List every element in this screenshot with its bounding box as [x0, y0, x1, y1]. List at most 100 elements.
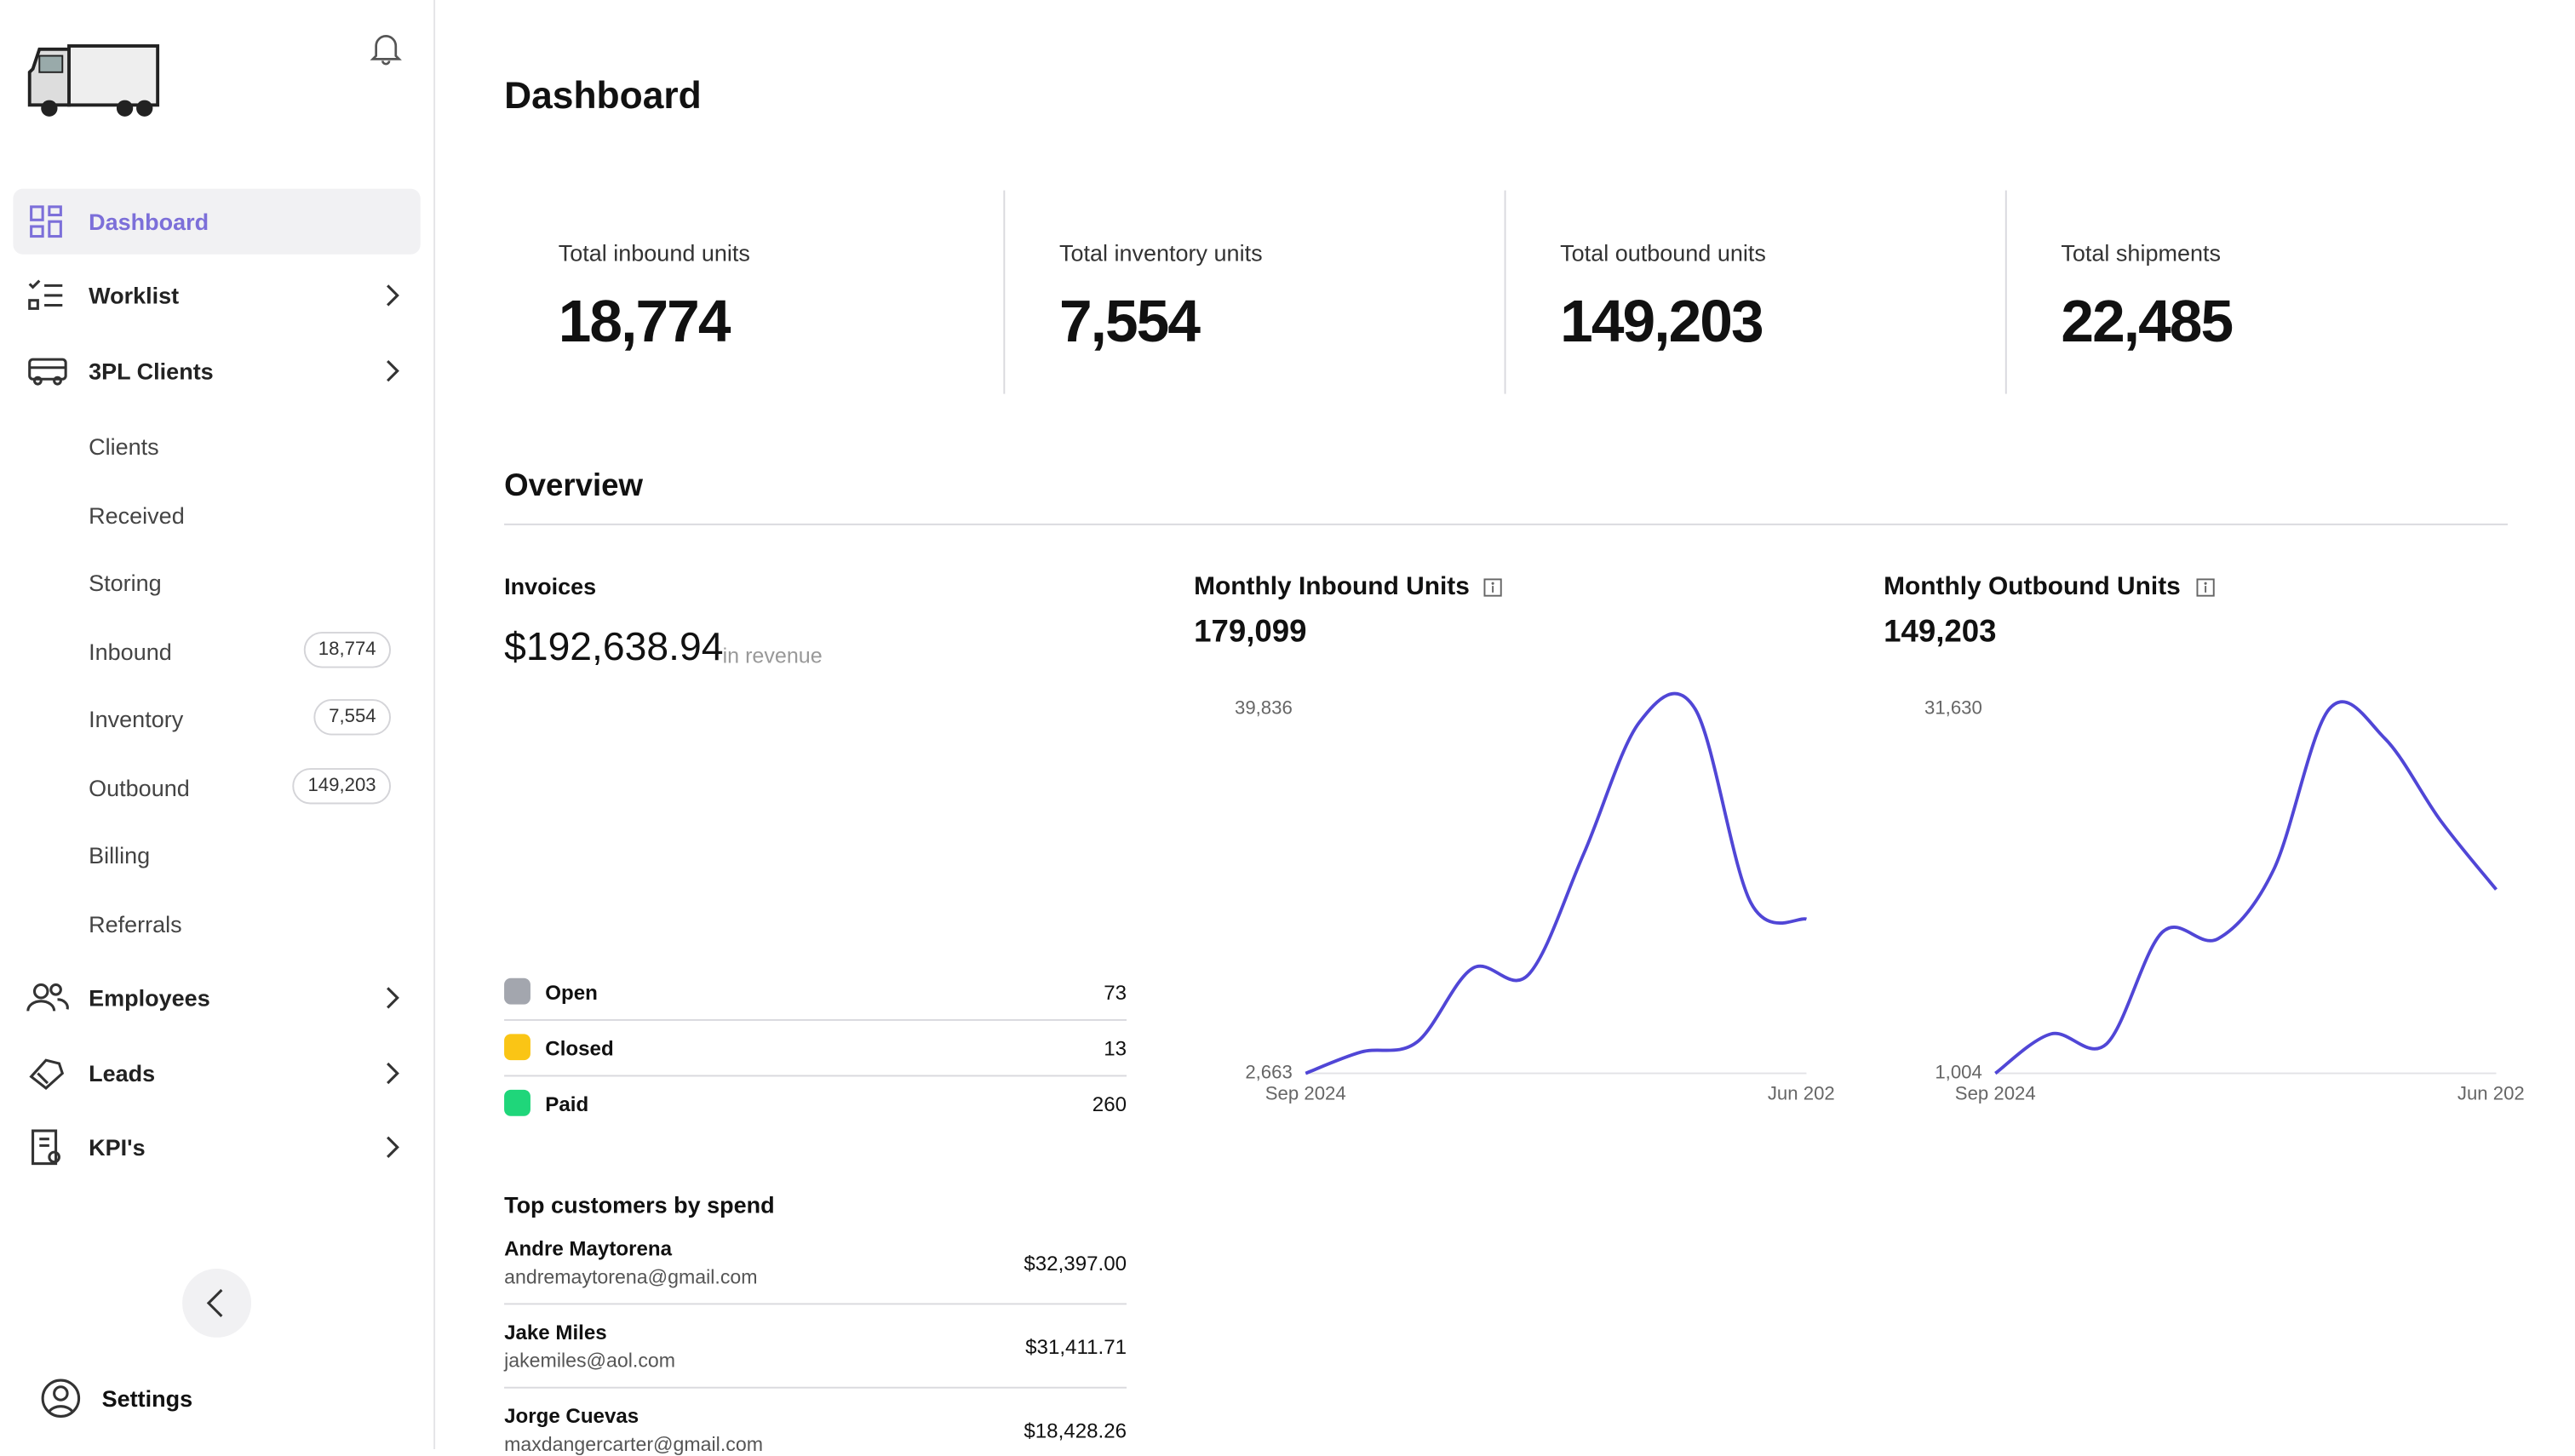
subnav-label[interactable]: Outbound — [89, 774, 190, 801]
nav-label: Worklist — [89, 282, 180, 309]
status-count: 13 — [1104, 1037, 1127, 1061]
page-title: Dashboard — [504, 73, 702, 117]
badge: 7,554 — [313, 699, 392, 736]
invoices-title: Invoices — [504, 572, 597, 599]
subnav-label[interactable]: Inbound — [89, 638, 172, 665]
info-icon[interactable] — [2196, 577, 2216, 597]
subnav-label[interactable]: Received — [89, 502, 185, 529]
badge: 18,774 — [303, 632, 392, 668]
customer-amount: $18,428.26 — [1024, 1419, 1127, 1443]
customer-name: Andre Maytorena — [504, 1237, 673, 1261]
chart-subtitle: 179,099 — [1194, 615, 1307, 651]
nav-icon — [32, 1129, 60, 1166]
invoices-note: in revenue — [722, 643, 823, 668]
x-tick-label: Sep 2024 — [1265, 1083, 1346, 1104]
customer-email: jakemiles@aol.com — [504, 1349, 676, 1373]
nav-icon — [28, 358, 67, 386]
divider — [504, 1386, 1127, 1389]
y-tick-label: 2,663 — [1245, 1061, 1292, 1082]
collapse-button[interactable] — [182, 1268, 252, 1338]
nav-item[interactable]: Leads — [13, 1040, 420, 1106]
nav-label: 3PL Clients — [89, 358, 214, 385]
notifications-icon[interactable] — [368, 30, 404, 66]
customers-title: Top customers by spend — [504, 1191, 775, 1218]
customer-amount: $32,397.00 — [1024, 1252, 1127, 1275]
x-tick-label: Sep 2024 — [1955, 1083, 2036, 1104]
chevron — [387, 1136, 399, 1158]
nav-item[interactable]: Worklist — [13, 262, 420, 328]
chevron — [387, 1062, 399, 1085]
section-title: Overview — [504, 469, 644, 504]
status-label: Open — [545, 981, 598, 1005]
subnav-label[interactable]: Billing — [89, 841, 151, 868]
nav-label: Dashboard — [89, 208, 209, 235]
chart-subtitle: 149,203 — [1884, 615, 1997, 651]
status-label: Closed — [545, 1037, 614, 1061]
y-tick-label: 1,004 — [1935, 1061, 1981, 1082]
subnav-label[interactable]: Referrals — [89, 910, 182, 937]
stat-label: Total shipments — [2061, 239, 2222, 267]
nav-item[interactable]: 3PL Clients — [13, 338, 420, 404]
divider — [1003, 190, 1006, 394]
chart-title: Monthly Outbound Units — [1884, 572, 2181, 601]
nav-icon — [30, 205, 62, 238]
status-swatch — [504, 977, 530, 1005]
x-tick-label: Jun 2025 — [2457, 1083, 2524, 1104]
x-tick-label: Jun 2025 — [1768, 1083, 1834, 1104]
nav-item[interactable]: Dashboard — [13, 188, 421, 255]
divider — [2004, 190, 2007, 394]
nav-item[interactable]: Employees — [13, 965, 420, 1030]
stat-label: Total inbound units — [558, 239, 750, 267]
subnav-label[interactable]: Storing — [89, 569, 162, 596]
stat-value: 7,554 — [1058, 287, 1201, 355]
customer-email: andremaytorena@gmail.com — [504, 1265, 758, 1289]
divider — [504, 1018, 1127, 1021]
status-swatch — [504, 1034, 530, 1061]
status-label: Paid — [545, 1092, 589, 1116]
chevron — [387, 284, 399, 307]
status-count: 73 — [1104, 981, 1127, 1005]
divider — [504, 1303, 1127, 1305]
chevron — [387, 987, 399, 1009]
nav-label: KPI's — [89, 1133, 146, 1161]
subnav-label[interactable]: Inventory — [89, 705, 184, 732]
customer-amount: $31,411.71 — [1025, 1335, 1127, 1359]
status-count: 260 — [1092, 1092, 1127, 1116]
nav-icon — [26, 983, 69, 1012]
settings-icon[interactable] — [39, 1377, 82, 1419]
customer-email: maxdangercarter@gmail.com — [504, 1432, 763, 1456]
y-tick-label: 31,630 — [1924, 697, 1982, 719]
stat-value: 18,774 — [558, 287, 731, 355]
customer-name: Jorge Cuevas — [504, 1404, 639, 1428]
settings-label[interactable]: Settings — [101, 1384, 193, 1412]
line — [1305, 691, 1807, 1075]
sidebar: Dashboard Worklist 3PL Clients Clients R… — [0, 0, 436, 1449]
stat-value: 22,485 — [2061, 287, 2234, 355]
stat-label: Total inventory units — [1058, 239, 1263, 267]
stat-label: Total outbound units — [1560, 239, 1766, 267]
nav-icon — [29, 1058, 65, 1090]
stat-value: 149,203 — [1560, 287, 1764, 355]
badge: 149,203 — [293, 768, 392, 805]
invoices-amount: $192,638.94 — [504, 625, 724, 670]
divider — [1504, 190, 1506, 394]
divider — [504, 523, 2508, 525]
subnav-label[interactable]: Clients — [89, 433, 159, 460]
line — [1994, 700, 2498, 1075]
chart-title: Monthly Inbound Units — [1194, 572, 1470, 601]
nav-item[interactable]: KPI's — [13, 1115, 420, 1180]
status-swatch — [504, 1089, 530, 1116]
logo — [27, 44, 160, 117]
nav-label: Employees — [89, 984, 210, 1012]
info-icon[interactable] — [1483, 577, 1503, 597]
chevron — [387, 359, 399, 382]
customer-name: Jake Miles — [504, 1321, 607, 1344]
y-tick-label: 39,836 — [1235, 697, 1293, 719]
divider — [504, 1075, 1127, 1077]
nav-label: Leads — [89, 1060, 156, 1087]
